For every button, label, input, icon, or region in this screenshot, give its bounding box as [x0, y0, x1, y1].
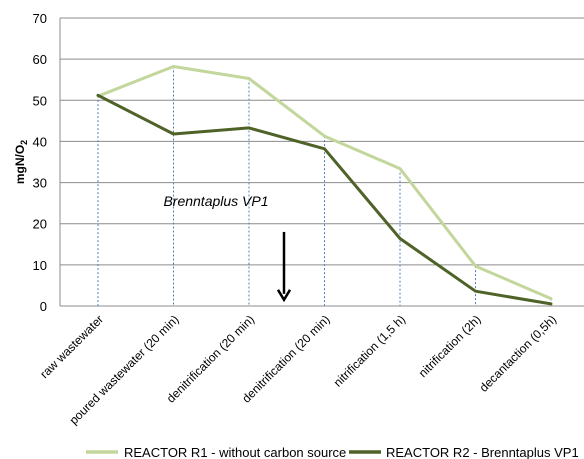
series-line-1 [96, 65, 553, 301]
y-tick-label: 60 [33, 52, 47, 67]
legend: REACTOR R1 - without carbon source REACTO… [86, 445, 579, 459]
y-tick-label: 30 [33, 176, 47, 191]
y-tick-label: 40 [33, 134, 47, 149]
x-tick-label: denitrification (20 min) [239, 312, 332, 405]
annotation-arrow [276, 231, 292, 303]
y-tick-label: 50 [33, 93, 47, 108]
annotation-arrow-head [276, 289, 292, 303]
y-tick-label: 0 [40, 299, 47, 314]
y-axis-label: mgN/O2 [13, 140, 29, 184]
gridlines [59, 17, 584, 307]
y-tick-labels: 0 10 20 30 40 50 60 70 [33, 11, 47, 314]
x-tick-label: nitrification (1,5 h) [331, 312, 408, 389]
y-axis-label-subscript: 2 [19, 140, 29, 145]
x-tick-label: nitrification (2h) [416, 312, 484, 380]
series-lines [96, 65, 553, 306]
y-tick-label: 70 [33, 11, 47, 26]
annotation-label: Brenntaplus VP1 [163, 193, 268, 209]
y-axis-label-main: mgN/O [13, 145, 27, 184]
y-tick-label: 20 [33, 217, 47, 232]
y-tick-label: 10 [33, 258, 47, 273]
legend-label-2: REACTOR R2 - Brenntaplus VP1 [386, 445, 579, 459]
series-line-2 [96, 93, 553, 306]
legend-label-1: REACTOR R1 - without carbon source [124, 445, 346, 459]
x-tick-label: raw wastewater [37, 312, 106, 381]
x-tick-label: decantaction (0,5h) [477, 312, 560, 395]
